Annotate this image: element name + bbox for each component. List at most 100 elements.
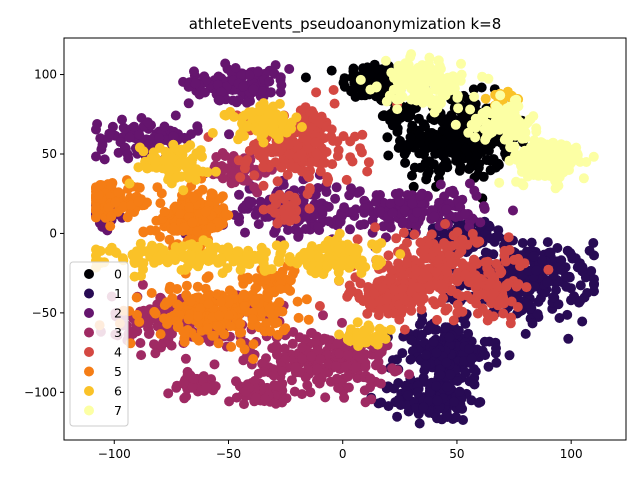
point bbox=[516, 178, 527, 189]
point bbox=[400, 58, 411, 69]
point bbox=[457, 306, 468, 317]
data-points bbox=[91, 49, 599, 429]
point bbox=[192, 226, 203, 237]
point bbox=[188, 373, 199, 384]
point bbox=[311, 87, 322, 98]
point bbox=[566, 295, 576, 306]
point bbox=[406, 335, 417, 346]
point bbox=[394, 314, 405, 325]
point bbox=[173, 320, 184, 330]
point bbox=[543, 264, 554, 275]
point bbox=[476, 82, 487, 93]
point bbox=[440, 322, 451, 333]
point bbox=[482, 315, 493, 326]
point bbox=[463, 328, 474, 339]
point bbox=[392, 104, 403, 115]
point bbox=[318, 310, 328, 321]
legend-frame bbox=[69, 261, 129, 427]
x-tick-label: −50 bbox=[216, 447, 241, 461]
point bbox=[210, 381, 221, 392]
point bbox=[229, 111, 239, 122]
point bbox=[159, 155, 170, 166]
point bbox=[178, 185, 189, 196]
point bbox=[272, 306, 283, 317]
point bbox=[183, 313, 194, 324]
point bbox=[575, 296, 586, 306]
point bbox=[193, 311, 203, 322]
point bbox=[524, 114, 535, 125]
series-4 bbox=[203, 85, 554, 335]
point bbox=[381, 295, 392, 306]
legend-item: 7 bbox=[84, 403, 122, 418]
point bbox=[469, 91, 480, 102]
point bbox=[124, 132, 135, 143]
point bbox=[271, 109, 281, 119]
point bbox=[390, 188, 401, 199]
point bbox=[150, 348, 161, 359]
point bbox=[255, 249, 266, 260]
point bbox=[375, 378, 386, 389]
point bbox=[394, 196, 405, 207]
legend-item: 3 bbox=[84, 325, 122, 340]
point bbox=[377, 282, 388, 293]
point bbox=[438, 293, 449, 304]
point bbox=[478, 171, 489, 182]
point bbox=[153, 255, 164, 266]
point bbox=[312, 149, 323, 160]
point bbox=[142, 117, 153, 128]
point bbox=[451, 140, 462, 151]
point bbox=[313, 222, 324, 232]
point bbox=[346, 183, 356, 194]
point bbox=[552, 243, 563, 253]
point bbox=[110, 197, 121, 208]
point bbox=[207, 128, 218, 138]
point bbox=[424, 156, 435, 167]
point bbox=[290, 362, 301, 373]
point bbox=[291, 112, 302, 123]
point bbox=[201, 382, 212, 393]
point bbox=[300, 72, 311, 83]
point bbox=[362, 308, 373, 319]
point bbox=[302, 170, 313, 181]
point bbox=[297, 389, 307, 400]
x-tick-label: 50 bbox=[449, 447, 464, 461]
point bbox=[415, 162, 426, 173]
point bbox=[532, 309, 543, 319]
point bbox=[460, 318, 471, 329]
point bbox=[415, 237, 426, 248]
point bbox=[440, 219, 451, 229]
y-axis: −100 −50 0 50 100 bbox=[24, 68, 64, 399]
point bbox=[477, 303, 488, 314]
point bbox=[181, 142, 192, 153]
point bbox=[242, 250, 253, 261]
point bbox=[215, 253, 226, 264]
point bbox=[91, 151, 101, 162]
point bbox=[274, 254, 284, 264]
point bbox=[469, 379, 480, 390]
point bbox=[365, 382, 375, 393]
point bbox=[164, 284, 175, 295]
point bbox=[244, 198, 255, 209]
point bbox=[154, 133, 165, 143]
point bbox=[162, 319, 173, 329]
x-tick-label: −100 bbox=[98, 447, 131, 461]
point bbox=[424, 322, 435, 333]
point bbox=[414, 148, 425, 159]
point bbox=[575, 280, 586, 291]
point bbox=[540, 287, 550, 298]
point bbox=[107, 121, 118, 132]
point bbox=[577, 262, 588, 273]
point bbox=[362, 166, 373, 177]
point bbox=[166, 249, 177, 260]
point bbox=[480, 257, 491, 268]
point bbox=[331, 182, 342, 193]
point bbox=[453, 267, 463, 278]
point bbox=[441, 382, 452, 392]
point bbox=[240, 227, 250, 238]
point bbox=[224, 396, 235, 407]
point bbox=[247, 314, 258, 325]
plot-frame bbox=[63, 37, 627, 441]
point bbox=[538, 151, 549, 162]
point bbox=[179, 222, 190, 233]
